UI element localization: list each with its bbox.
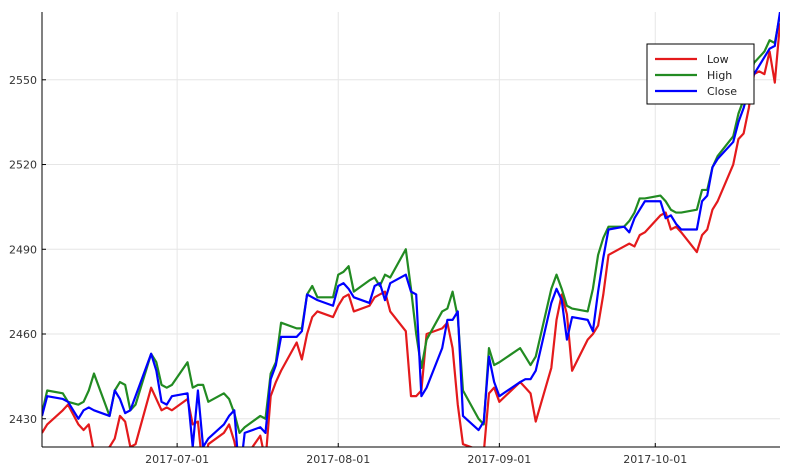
x-tick-label: 2017-08-01: [306, 453, 370, 466]
legend-label-close: Close: [707, 85, 737, 98]
series-line-low: [42, 23, 780, 447]
legend-label-high: High: [707, 69, 732, 82]
legend-label-low: Low: [707, 53, 729, 66]
y-tick-label: 2460: [9, 328, 37, 341]
tick-labels: 2430 2460 2490 2520 2550 2017-07-01 2017-08-01…: [9, 74, 687, 466]
axes: [41, 12, 780, 448]
x-tick-label: 2017-07-01: [145, 453, 209, 466]
y-tick-label: 2550: [9, 74, 37, 87]
series-line-high: [42, 14, 780, 434]
legend-box: [646, 43, 755, 105]
x-tick-label: 2017-09-01: [467, 453, 531, 466]
legend: Low High Close: [646, 43, 755, 105]
series-layer: [42, 12, 780, 447]
x-tick-label: 2017-10-01: [623, 453, 687, 466]
y-tick-label: 2520: [9, 159, 37, 172]
series-line-close: [42, 12, 780, 447]
y-tick-label: 2430: [9, 413, 37, 426]
y-tick-label: 2490: [9, 243, 37, 256]
